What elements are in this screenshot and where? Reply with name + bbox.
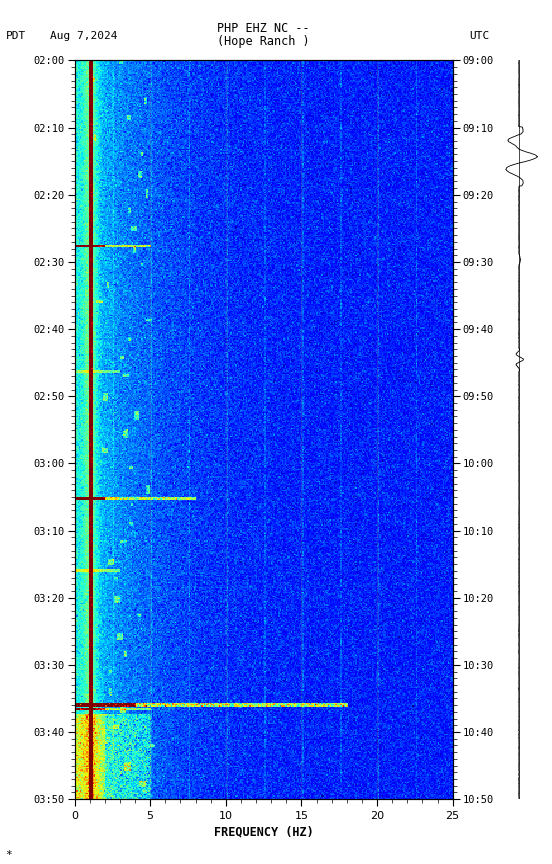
Text: Aug 7,2024: Aug 7,2024: [50, 30, 117, 41]
Text: UTC: UTC: [469, 30, 490, 41]
Text: PDT: PDT: [6, 30, 26, 41]
Text: (Hope Ranch ): (Hope Ranch ): [217, 35, 310, 48]
X-axis label: FREQUENCY (HZ): FREQUENCY (HZ): [214, 825, 314, 838]
Text: *: *: [6, 849, 12, 860]
Text: PHP EHZ NC --: PHP EHZ NC --: [217, 22, 310, 35]
